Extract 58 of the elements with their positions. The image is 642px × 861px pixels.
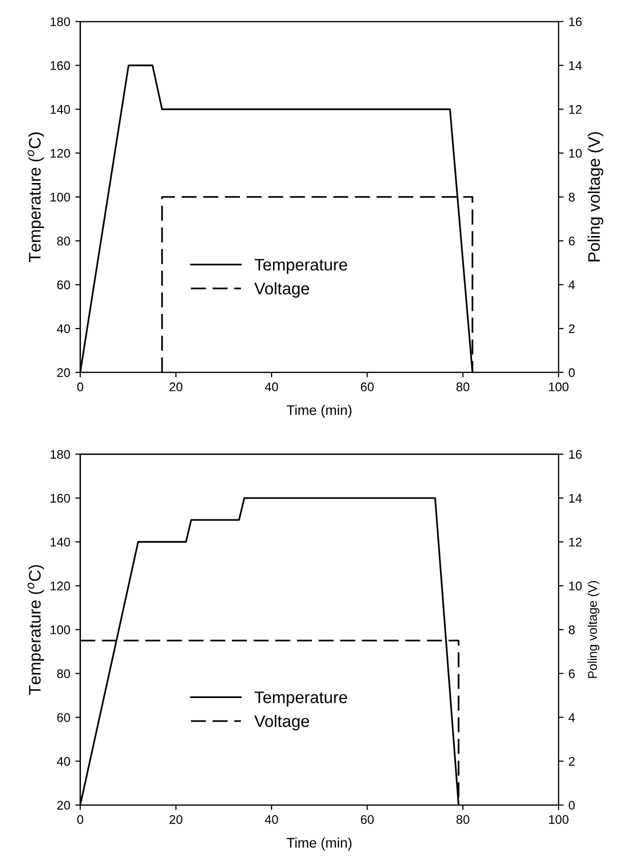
x-tick-label: 0 (77, 815, 84, 824)
y-tick-label: 120 (50, 582, 70, 590)
y-tick-label: 60 (57, 713, 70, 722)
x-tick-label: 40 (264, 815, 278, 824)
y-tick-label: 40 (56, 756, 70, 766)
x-tick-label: 0 (77, 382, 84, 392)
x-tick-label: 20 (170, 382, 182, 392)
y2-tick-label: 14 (569, 494, 582, 503)
x-tick-label: 60 (360, 382, 374, 392)
y-tick-label: 160 (50, 494, 70, 503)
legend-label: Voltage (254, 714, 310, 730)
y-tick-label: 60 (57, 280, 70, 290)
y-tick-label: 140 (50, 105, 70, 114)
y-tick-label: 20 (57, 368, 70, 378)
x-tick-label: 20 (170, 815, 182, 824)
y2-tick-label: 16 (569, 17, 582, 26)
y2-tick-label: 6 (568, 236, 575, 246)
x-axis-title: Time (min) (286, 838, 352, 850)
y2-axis-title: Poling voltage (V) (588, 132, 604, 262)
x-tick-label: 100 (549, 382, 568, 392)
legend-label: Temperature (254, 692, 348, 707)
x-tick-label: 80 (456, 382, 470, 392)
y2-tick-label: 2 (568, 324, 575, 334)
y-tick-label: 40 (56, 324, 70, 334)
y2-tick-label: 4 (568, 713, 575, 722)
x-tick-label: 60 (360, 815, 374, 824)
y-tick-label: 160 (50, 61, 70, 70)
y-tick-label: 120 (50, 148, 70, 158)
y-tick-label: 100 (50, 625, 70, 634)
y2-tick-label: 8 (568, 192, 575, 202)
y2-tick-label: 8 (568, 625, 575, 634)
y2-tick-label: 2 (568, 756, 575, 766)
x-axis-title: Time (min) (286, 404, 352, 418)
y-tick-label: 180 (50, 450, 70, 459)
y-axis-title: Temperature ($^{o}$C) (28, 132, 44, 262)
x-tick-label: 40 (264, 382, 278, 392)
y2-tick-label: 12 (569, 538, 582, 546)
y2-tick-label: 10 (569, 582, 582, 590)
y-tick-label: 100 (50, 192, 70, 202)
x-tick-label: 100 (549, 815, 568, 824)
y2-tick-label: 0 (568, 800, 575, 810)
y2-tick-label: 14 (569, 61, 582, 70)
y2-tick-label: 6 (568, 669, 575, 678)
y2-axis-title: Poling voltage (V) (588, 581, 600, 678)
y2-tick-label: 4 (568, 280, 575, 290)
y-tick-label: 80 (57, 669, 70, 678)
y2-tick-label: 12 (569, 105, 582, 114)
y2-tick-label: 10 (569, 148, 582, 158)
y-tick-label: 140 (50, 538, 70, 547)
y-axis-title: Temperature ($^{o}$C) (28, 565, 44, 695)
x-tick-label: 80 (456, 815, 470, 824)
y-tick-label: 80 (57, 236, 70, 246)
y-tick-label: 20 (57, 800, 70, 810)
y-tick-label: 180 (50, 17, 70, 26)
legend-label: Voltage (254, 282, 310, 298)
y2-tick-label: 0 (568, 368, 575, 378)
y2-tick-label: 16 (569, 450, 582, 459)
legend-label: Temperature (254, 258, 348, 274)
